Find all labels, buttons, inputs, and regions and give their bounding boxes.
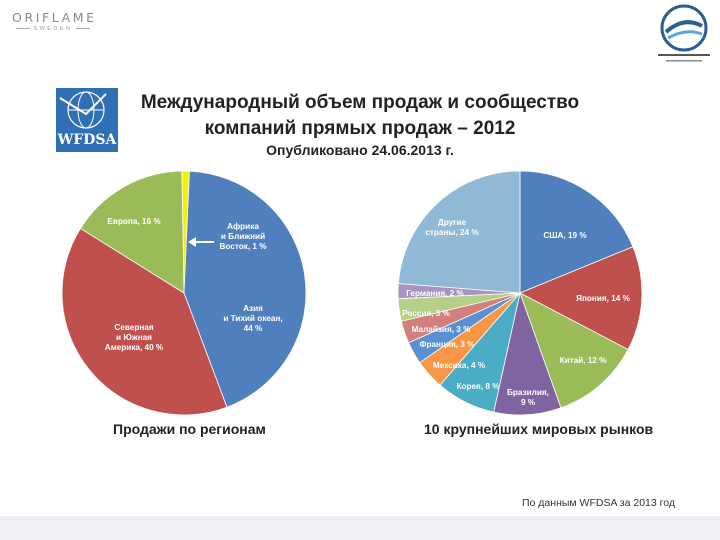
markets-label-9: Германия, 2 % bbox=[406, 289, 464, 298]
regions-pie bbox=[61, 170, 307, 416]
oriflame-logo-sub: SWEDEN bbox=[12, 26, 94, 32]
page-title-line2: компаний прямых продаж – 2012 bbox=[204, 118, 516, 139]
markets-label-10: Другие страны, 24 % bbox=[425, 218, 479, 237]
markets-pie bbox=[397, 170, 643, 416]
pie-labels: Африка и Ближний Восток, 1 % Азия и Тихий ок… bbox=[105, 217, 631, 407]
regions-label-3: Европа, 16 % bbox=[107, 217, 161, 226]
markets-label-2: Китай, 12 % bbox=[560, 356, 608, 365]
regions-slice-1 bbox=[183, 170, 307, 408]
page-subtitle: Опубликовано 24.06.2013 г. bbox=[266, 142, 454, 158]
markets-label-8: Россия, 3 % bbox=[402, 309, 450, 318]
regions-slice-3 bbox=[79, 170, 185, 294]
regions-label-0: Африка и Ближний Восток, 1 % bbox=[219, 222, 267, 251]
oriflame-logo-word: ORIFLAME bbox=[12, 10, 97, 25]
company-emblem-icon bbox=[658, 4, 710, 62]
markets-label-0: США, 19 % bbox=[543, 231, 587, 240]
regions-label-1: Азия и Тихий океан, 44 % bbox=[223, 304, 282, 333]
markets-label-6: Франция, 3 % bbox=[420, 340, 476, 349]
markets-slice-0 bbox=[519, 170, 634, 294]
source-note: По данным WFDSA за 2013 год bbox=[522, 497, 675, 509]
markets-label-4: Корея, 8 % bbox=[457, 382, 501, 391]
regions-slice-2 bbox=[61, 227, 228, 416]
markets-label-7: Малайзия, 3 % bbox=[412, 325, 472, 334]
markets-label-5: Мексика, 4 % bbox=[433, 361, 486, 370]
markets-slice-2 bbox=[519, 292, 629, 409]
markets-label-3: Бразилия, 9 % bbox=[507, 388, 549, 407]
regions-pie-caption: Продажи по регионам bbox=[113, 421, 266, 437]
oriflame-logo: ORIFLAME SWEDEN bbox=[12, 10, 94, 36]
markets-label-1: Япония, 14 % bbox=[576, 294, 631, 303]
regions-label-2: Северная и Южная Америка, 40 % bbox=[105, 323, 164, 352]
footer-bar bbox=[0, 516, 720, 540]
page-title-line1: Международный объем продаж и сообщество bbox=[140, 92, 580, 113]
wfdsa-logo-text: WFDSA bbox=[57, 132, 118, 148]
africa-pointer-arrow-icon bbox=[188, 237, 214, 247]
markets-slice-10 bbox=[397, 170, 521, 294]
wfdsa-logo: WFDSA bbox=[56, 88, 118, 152]
markets-pie-caption: 10 крупнейших мировых рынков bbox=[424, 421, 654, 437]
markets-slice-1 bbox=[519, 246, 643, 351]
